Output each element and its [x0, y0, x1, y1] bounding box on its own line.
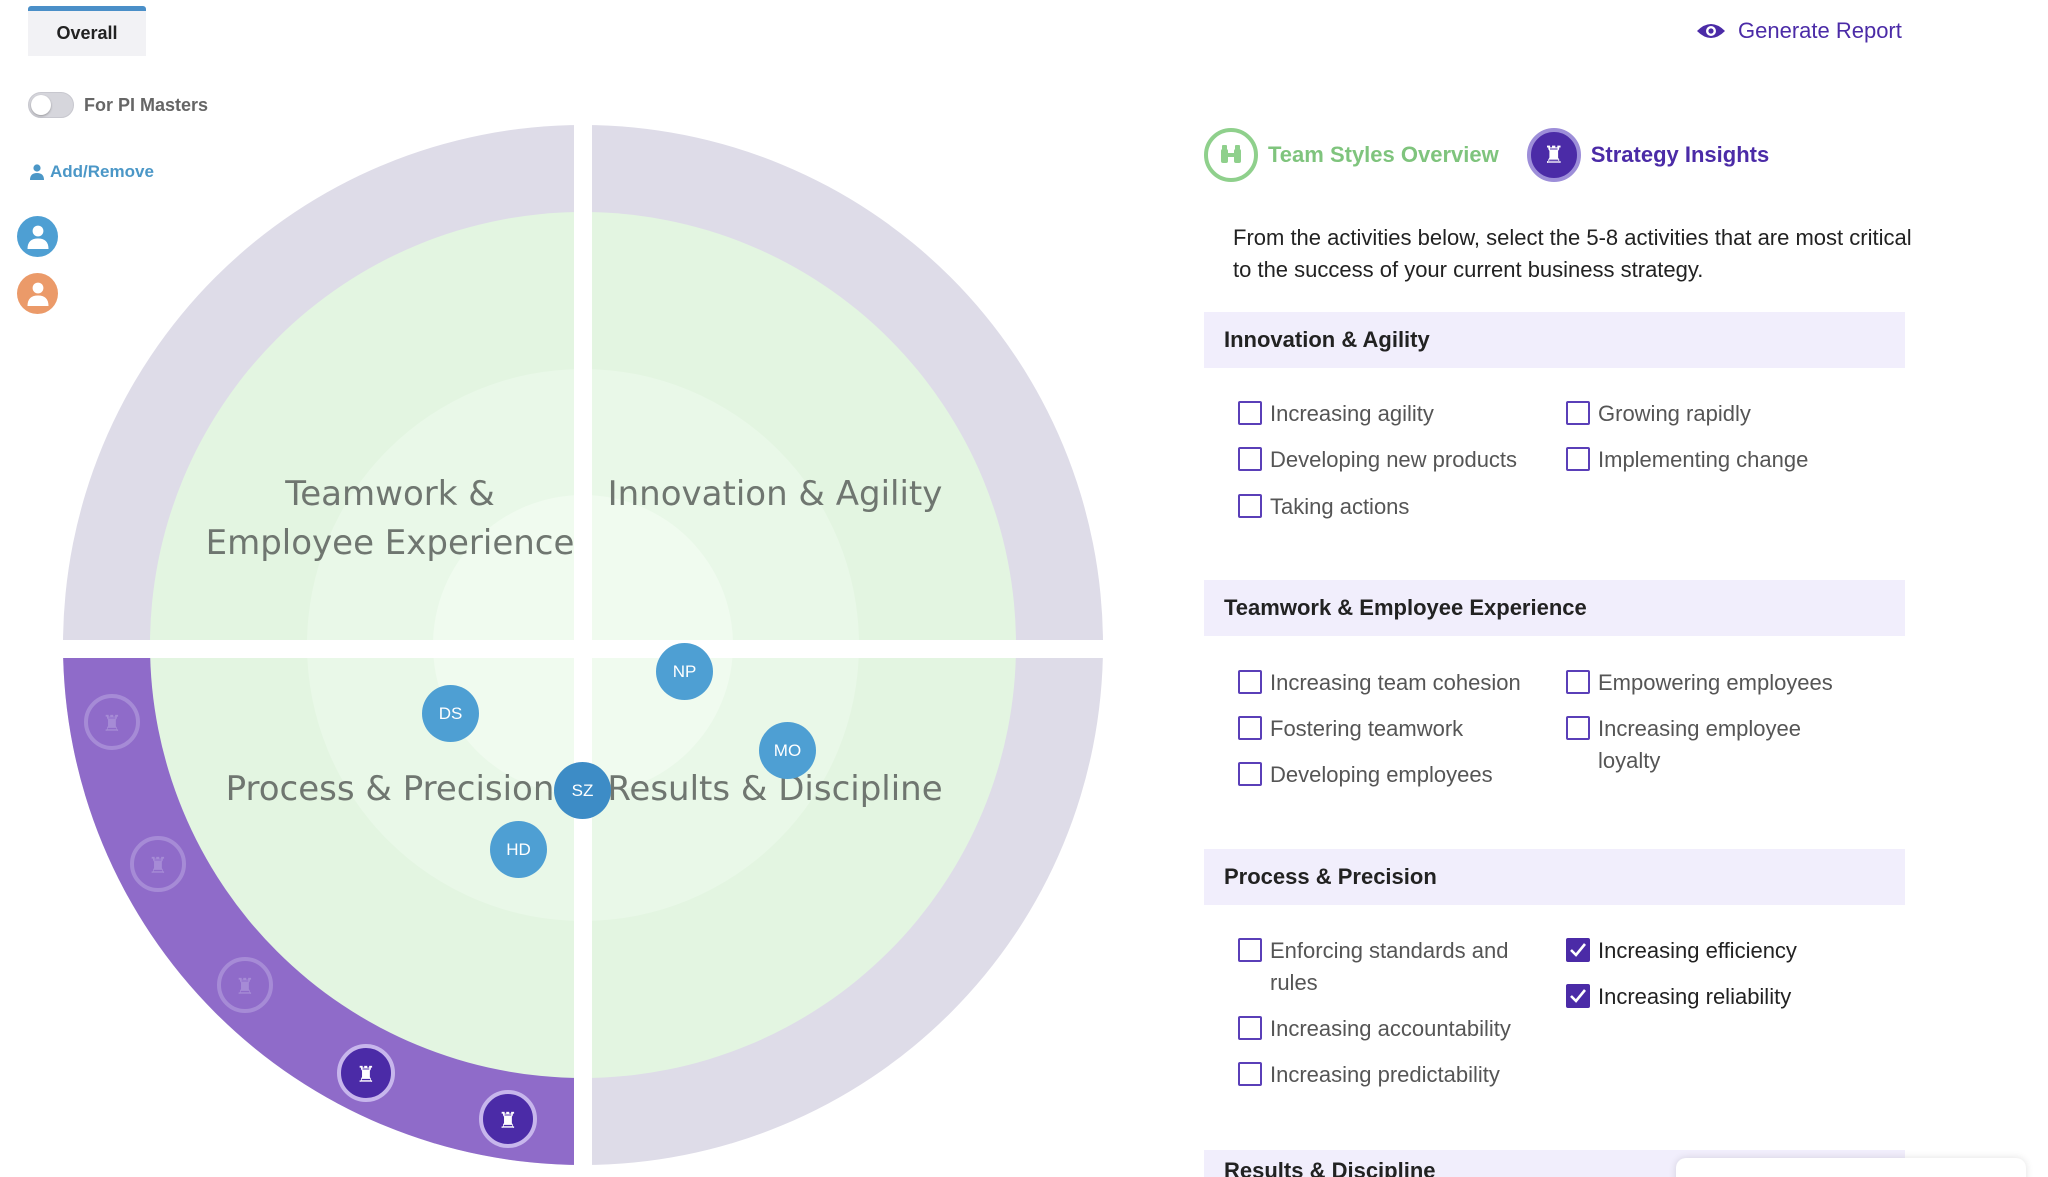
eye-icon [1697, 24, 1725, 38]
quadrant-label-innovation[interactable]: Innovation & Agility [600, 470, 950, 519]
activity-checkbox[interactable]: Implementing change [1566, 444, 1808, 476]
tab-label: Strategy Insights [1590, 142, 1770, 167]
activity-checkbox[interactable]: Increasing agility [1238, 398, 1434, 430]
checkbox[interactable] [1238, 762, 1262, 786]
checkbox[interactable] [1238, 1062, 1262, 1086]
person-icon [27, 225, 48, 249]
team-member-node[interactable]: MO [759, 722, 816, 779]
checkbox-label: Increasing reliability [1598, 984, 1792, 1009]
checkbox-label: Enforcing standards and rules [1270, 938, 1509, 995]
check-icon [1570, 943, 1586, 957]
wheel-svg: ♜ ♜ ♜ ♜ ♜ [63, 125, 1103, 1165]
activity-checkbox[interactable]: Increasing efficiency [1566, 935, 1797, 967]
pi-masters-toggle-row: For PI Masters [28, 92, 208, 118]
section-header-innovation: Innovation & Agility [1204, 312, 1905, 368]
checkbox[interactable] [1566, 447, 1590, 471]
activity-checkbox[interactable]: Enforcing standards and rules [1238, 935, 1540, 999]
checkbox-label: Taking actions [1270, 494, 1410, 519]
binoculars-icon [1204, 128, 1258, 182]
rook-marker-selected-1[interactable]: ♜ [337, 1044, 395, 1102]
checkbox-label: Increasing accountability [1270, 1016, 1511, 1041]
checkbox-checked[interactable] [1566, 938, 1590, 962]
checkbox-label: Increasing agility [1270, 401, 1434, 426]
svg-text:♜: ♜ [498, 1109, 518, 1134]
rook-marker-selected-2[interactable]: ♜ [479, 1090, 537, 1148]
activity-checkbox[interactable]: Increasing team cohesion [1238, 667, 1521, 699]
checkbox-label: Increasing employee loyalty [1598, 716, 1802, 773]
activity-checkbox[interactable]: Fostering teamwork [1238, 713, 1463, 745]
checkbox[interactable] [1238, 447, 1262, 471]
checkbox-label: Developing employees [1270, 762, 1493, 787]
svg-text:♜: ♜ [148, 854, 168, 879]
rook-marker-faint-2[interactable]: ♜ [130, 836, 186, 892]
tab-label: Team Styles Overview [1268, 142, 1499, 167]
instructions-text: From the activities below, select the 5-… [1233, 225, 1912, 282]
checkbox-label: Increasing team cohesion [1270, 670, 1521, 695]
activity-checkbox[interactable]: Increasing reliability [1566, 981, 1791, 1013]
checkbox-label: Increasing predictability [1270, 1062, 1500, 1087]
checkbox[interactable] [1238, 1016, 1262, 1040]
section-header-process: Process & Precision [1204, 849, 1905, 905]
avatar[interactable] [17, 216, 58, 257]
checkbox-label: Developing new products [1270, 447, 1518, 472]
add-remove-link[interactable]: Add/Remove [30, 162, 154, 182]
activity-checkbox[interactable]: Developing new products [1238, 444, 1517, 476]
activity-checkbox[interactable]: Empowering employees [1566, 667, 1833, 699]
person-icon [30, 164, 44, 180]
svg-text:♜: ♜ [102, 712, 122, 737]
tab-team-styles-overview[interactable]: Team Styles Overview [1204, 128, 1499, 182]
activity-checkbox[interactable]: Increasing accountability [1238, 1013, 1511, 1045]
svg-text:♜: ♜ [235, 975, 255, 1000]
activity-checkbox[interactable]: Increasing employee loyalty [1566, 713, 1838, 777]
toggle-knob [31, 95, 51, 115]
checkbox-label: Empowering employees [1598, 670, 1833, 695]
rook-marker-faint-3[interactable]: ♜ [217, 957, 273, 1013]
checkbox-label: Implementing change [1598, 447, 1809, 472]
pi-masters-toggle[interactable] [28, 92, 74, 118]
rook-marker-faint-1[interactable]: ♜ [84, 694, 140, 750]
checkbox-label: Fostering teamwork [1270, 716, 1464, 741]
pi-masters-label: For PI Masters [84, 94, 209, 115]
add-remove-label: Add/Remove [50, 162, 154, 181]
checkbox[interactable] [1566, 716, 1590, 740]
avatar[interactable] [17, 273, 58, 314]
quadrant-label-line: Employee Experience [205, 523, 575, 563]
activity-checkbox[interactable]: Taking actions [1238, 491, 1409, 523]
check-icon [1570, 989, 1586, 1003]
quadrant-label-teamwork[interactable]: Teamwork & Employee Experience [200, 470, 580, 568]
tab-strategy-insights[interactable]: ♜ Strategy Insights [1526, 128, 1770, 182]
section-header-teamwork: Teamwork & Employee Experience [1204, 580, 1905, 636]
quadrant-label-process[interactable]: Process & Precision [210, 765, 570, 814]
checkbox-checked[interactable] [1566, 984, 1590, 1008]
quadrant-label-line: Innovation & Agility [607, 474, 943, 514]
generate-report-button[interactable]: Generate Report [1696, 18, 1902, 44]
person-icon [27, 282, 48, 306]
view-tabs: Team Styles Overview ♜ Strategy Insights [1204, 128, 1797, 182]
checkbox[interactable] [1566, 401, 1590, 425]
generate-report-label: Generate Report [1738, 18, 1902, 43]
checkbox[interactable] [1566, 670, 1590, 694]
team-member-node[interactable]: HD [490, 821, 547, 878]
tab-overall[interactable]: Overall [28, 6, 146, 56]
team-member-node[interactable]: NP [656, 643, 713, 700]
checkbox[interactable] [1238, 716, 1262, 740]
activity-checkbox[interactable]: Increasing predictability [1238, 1059, 1500, 1091]
checkbox[interactable] [1238, 401, 1262, 425]
quadrant-label-line: Teamwork & [285, 474, 495, 514]
floating-card [1676, 1158, 2026, 1177]
checkbox[interactable] [1238, 494, 1262, 518]
checkbox-label: Increasing efficiency [1598, 938, 1797, 963]
team-member-node[interactable]: SZ [554, 762, 611, 819]
strategy-wheel: ♜ ♜ ♜ ♜ ♜ Teamwork & Employee Experience [63, 125, 1103, 1165]
activity-checkbox[interactable]: Growing rapidly [1566, 398, 1751, 430]
checkbox[interactable] [1238, 938, 1262, 962]
quadrant-label-line: Process & Precision [225, 769, 555, 809]
activity-checkbox[interactable]: Developing employees [1238, 759, 1493, 791]
svg-text:♜: ♜ [356, 1063, 376, 1088]
checkbox[interactable] [1238, 670, 1262, 694]
checkbox-label: Growing rapidly [1598, 401, 1751, 426]
team-member-node[interactable]: DS [422, 685, 479, 742]
chess-rook-icon: ♜ [1526, 128, 1581, 182]
